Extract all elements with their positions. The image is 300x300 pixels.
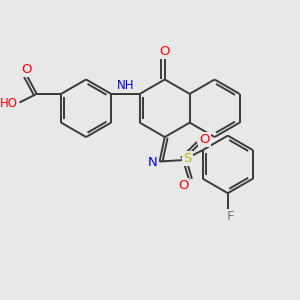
Text: N: N: [148, 157, 157, 169]
Text: HO: HO: [0, 98, 18, 110]
Text: NH: NH: [117, 79, 134, 92]
Text: F: F: [227, 210, 234, 223]
Text: S: S: [183, 152, 192, 165]
Text: O: O: [21, 63, 32, 76]
Text: O: O: [200, 134, 210, 146]
Text: O: O: [178, 179, 188, 192]
Text: O: O: [160, 45, 170, 58]
